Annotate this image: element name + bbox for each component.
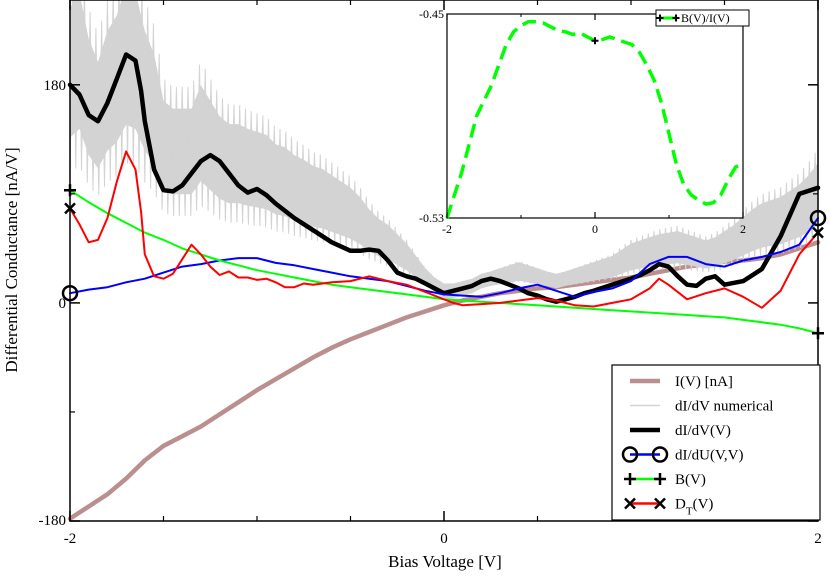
legend-label-0: I(V) [nA]	[675, 374, 733, 390]
main-axes-layer: -2 0 2 -180 0 180	[39, 0, 822, 547]
x-tick-label-0: -2	[64, 531, 77, 547]
x-tick-label-2: 2	[814, 531, 822, 547]
inset-y-tick-label-0: -0.53	[419, 211, 444, 225]
x-tick-label-1: 0	[440, 531, 448, 547]
y-tick-label-1: 0	[59, 296, 67, 312]
inset-frame	[446, 13, 744, 219]
inset-x-tick-label-0: -2	[442, 222, 452, 236]
inset-legend-label-0: B(V)/I(V)	[681, 11, 730, 25]
legend-box	[611, 364, 821, 521]
legend-marker-end-5	[654, 497, 666, 510]
legend-marker-end-3	[651, 446, 669, 463]
inset-legend-marker-start-0	[656, 14, 664, 22]
legend-label-3: dI/dU(V,V)	[675, 448, 743, 464]
legend-marker-end-4	[654, 473, 666, 485]
inset-legend: B(V)/I(V)	[655, 9, 750, 27]
inset-x-tick-label-2: 2	[740, 222, 746, 236]
series-di-dv-v-line	[67, 52, 821, 304]
inset-layer: -2 0 2 -0.53 -0.45 B(V)/I(V)	[419, 7, 750, 236]
legend-marker-start-5	[624, 497, 636, 510]
legend-label-1: dI/dV numerical	[675, 399, 773, 415]
x-axis-label: Bias Voltage [V]	[388, 552, 502, 571]
inset-series-b-v-i-v-line	[445, 19, 744, 219]
inset-y-tick-label-1: -0.45	[419, 7, 444, 21]
y-tick-label-0: -180	[39, 513, 67, 529]
inset-marker-b-v-i-v-0	[591, 37, 599, 45]
inset-x-tick-label-1: 0	[592, 222, 598, 236]
y-axis-label: Differential Conductance [nA/V]	[2, 147, 21, 372]
series-d-t-v-line	[69, 150, 819, 309]
inset-legend-marker-end-0	[672, 14, 680, 22]
legend-label-4: B(V)	[675, 472, 706, 488]
main-legend: I(V) [nA] dI/dV numerical dI/dV(V) dI/dU(V,…	[611, 364, 821, 521]
y-tick-label-2: 180	[44, 78, 67, 94]
legend-label-2: dI/dV(V)	[675, 423, 731, 439]
inset-legend-box	[655, 9, 750, 27]
series-di-dv-numerical-band	[70, 0, 818, 299]
series-di-du-v-v-line	[69, 217, 819, 298]
legend-marker-start-3	[621, 446, 639, 463]
series-di-dv-numerical-line	[69, 0, 819, 299]
series-group-di-dv-numerical	[69, 0, 819, 299]
legend-label-5: DT(V)	[675, 497, 713, 518]
legend-marker-start-4	[624, 473, 636, 485]
